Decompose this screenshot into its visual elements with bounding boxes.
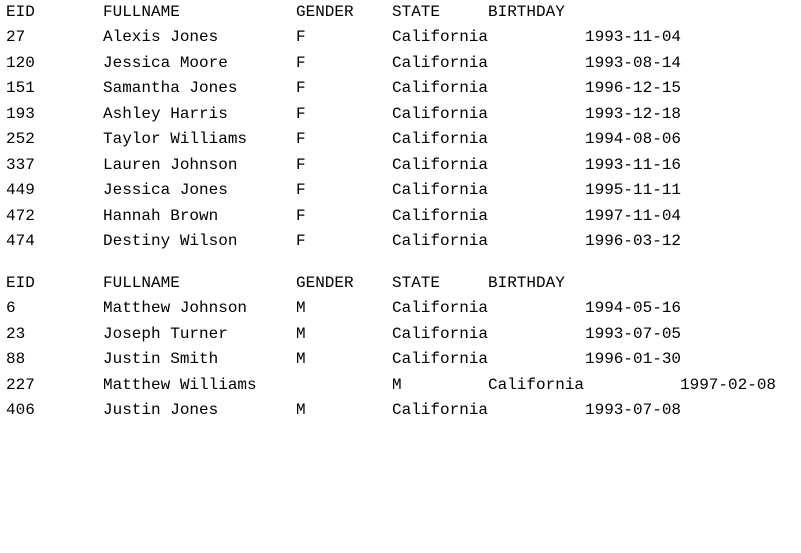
cell-fullname: Joseph Turner xyxy=(103,325,228,343)
cell-state: California xyxy=(392,130,489,148)
header-gender: GENDER xyxy=(296,3,354,21)
table-row: 472 Hannah Brown F California 1997-11-04 xyxy=(0,205,681,227)
cell-eid: 252 xyxy=(6,130,35,148)
cell-state: California xyxy=(392,181,489,199)
cell-gender: F xyxy=(296,105,306,123)
cell-state: California xyxy=(392,350,489,368)
cell-gender: F xyxy=(296,156,306,174)
cell-birthday: 1997-02-08 xyxy=(680,376,777,394)
cell-eid: 27 xyxy=(6,28,26,46)
cell-fullname: Ashley Harris xyxy=(103,105,228,123)
table-row: 88 Justin Smith M California 1996-01-30 xyxy=(0,348,681,370)
header-row: EID FULLNAME GENDER STATE BIRTHDAY xyxy=(0,1,565,23)
cell-state: California xyxy=(392,299,489,317)
cell-birthday: 1996-01-30 xyxy=(585,350,682,368)
cell-eid: 472 xyxy=(6,207,35,225)
cell-state: California xyxy=(392,105,489,123)
cell-eid: 88 xyxy=(6,350,26,368)
cell-birthday: 1993-11-04 xyxy=(585,28,682,46)
header-birthday: BIRTHDAY xyxy=(488,274,565,292)
cell-eid: 23 xyxy=(6,325,26,343)
cell-birthday: 1993-08-14 xyxy=(585,54,682,72)
table-row: 23 Joseph Turner M California 1993-07-05 xyxy=(0,323,681,345)
cell-gender: M xyxy=(296,401,306,419)
cell-state: California xyxy=(392,401,489,419)
table-row: 27 Alexis Jones F California 1993-11-04 xyxy=(0,26,681,48)
cell-state: California xyxy=(392,232,489,250)
cell-gender: M xyxy=(296,350,306,368)
table-row: 252 Taylor Williams F California 1994-08… xyxy=(0,128,681,150)
cell-state: California xyxy=(392,28,489,46)
table-row: 449 Jessica Jones F California 1995-11-1… xyxy=(0,179,681,201)
cell-gender: F xyxy=(296,181,306,199)
cell-gender: F xyxy=(296,232,306,250)
cell-gender: F xyxy=(296,130,306,148)
cell-fullname: Lauren Johnson xyxy=(103,156,238,174)
cell-birthday: 1993-07-08 xyxy=(585,401,682,419)
cell-eid: 449 xyxy=(6,181,35,199)
table-row: 6 Matthew Johnson M California 1994-05-1… xyxy=(0,297,681,319)
cell-state: California xyxy=(392,207,489,225)
cell-fullname: Alexis Jones xyxy=(103,28,219,46)
cell-fullname: Jessica Jones xyxy=(103,181,228,199)
header-state: STATE xyxy=(392,274,441,292)
header-state: STATE xyxy=(392,3,441,21)
cell-birthday: 1995-11-11 xyxy=(585,181,682,199)
cell-eid: 474 xyxy=(6,232,35,250)
cell-gender: F xyxy=(296,54,306,72)
table-row: 337 Lauren Johnson F California 1993-11-… xyxy=(0,154,681,176)
cell-fullname: Matthew Williams xyxy=(103,376,257,394)
cell-fullname: Destiny Wilson xyxy=(103,232,238,250)
cell-gender: M xyxy=(296,299,306,317)
cell-fullname: Jessica Moore xyxy=(103,54,228,72)
cell-eid: 406 xyxy=(6,401,35,419)
cell-birthday: 1997-11-04 xyxy=(585,207,682,225)
cell-eid: 151 xyxy=(6,79,35,97)
cell-gender: F xyxy=(296,79,306,97)
cell-fullname: Samantha Jones xyxy=(103,79,238,97)
cell-gender: M xyxy=(392,376,402,394)
table-row: 120 Jessica Moore F California 1993-08-1… xyxy=(0,52,681,74)
cell-state: California xyxy=(392,156,489,174)
cell-birthday: 1993-07-05 xyxy=(585,325,682,343)
cell-gender: F xyxy=(296,28,306,46)
cell-birthday: 1996-12-15 xyxy=(585,79,682,97)
cell-fullname: Taylor Williams xyxy=(103,130,248,148)
cell-birthday: 1994-05-16 xyxy=(585,299,682,317)
cell-birthday: 1996-03-12 xyxy=(585,232,682,250)
header-gender: GENDER xyxy=(296,274,354,292)
header-birthday: BIRTHDAY xyxy=(488,3,565,21)
table-row: 193 Ashley Harris F California 1993-12-1… xyxy=(0,103,681,125)
table-row: 151 Samantha Jones F California 1996-12-… xyxy=(0,77,681,99)
cell-fullname: Justin Smith xyxy=(103,350,219,368)
cell-eid: 6 xyxy=(6,299,16,317)
header-eid: EID xyxy=(6,274,35,292)
cell-eid: 193 xyxy=(6,105,35,123)
table-row: 406 Justin Jones M California 1993-07-08 xyxy=(0,399,681,421)
cell-gender: M xyxy=(296,325,306,343)
header-fullname: FULLNAME xyxy=(103,3,180,21)
cell-fullname: Justin Jones xyxy=(103,401,219,419)
cell-gender: F xyxy=(296,207,306,225)
query-output: EID FULLNAME GENDER STATE BIRTHDAY 27 Al… xyxy=(0,1,776,421)
cell-fullname: Matthew Johnson xyxy=(103,299,248,317)
cell-state: California xyxy=(488,376,585,394)
cell-eid: 337 xyxy=(6,156,35,174)
cell-state: California xyxy=(392,79,489,97)
header-fullname: FULLNAME xyxy=(103,274,180,292)
cell-birthday: 1994-08-06 xyxy=(585,130,682,148)
cell-fullname: Hannah Brown xyxy=(103,207,219,225)
cell-birthday: 1993-12-18 xyxy=(585,105,682,123)
table-row: 474 Destiny Wilson F California 1996-03-… xyxy=(0,230,681,252)
table-row: 227 Matthew Williams M California 1997-0… xyxy=(0,374,776,396)
cell-state: California xyxy=(392,54,489,72)
cell-birthday: 1993-11-16 xyxy=(585,156,682,174)
cell-eid: 120 xyxy=(6,54,35,72)
cell-state: California xyxy=(392,325,489,343)
header-row: EID FULLNAME GENDER STATE BIRTHDAY xyxy=(0,272,565,294)
cell-eid: 227 xyxy=(6,376,35,394)
header-eid: EID xyxy=(6,3,35,21)
